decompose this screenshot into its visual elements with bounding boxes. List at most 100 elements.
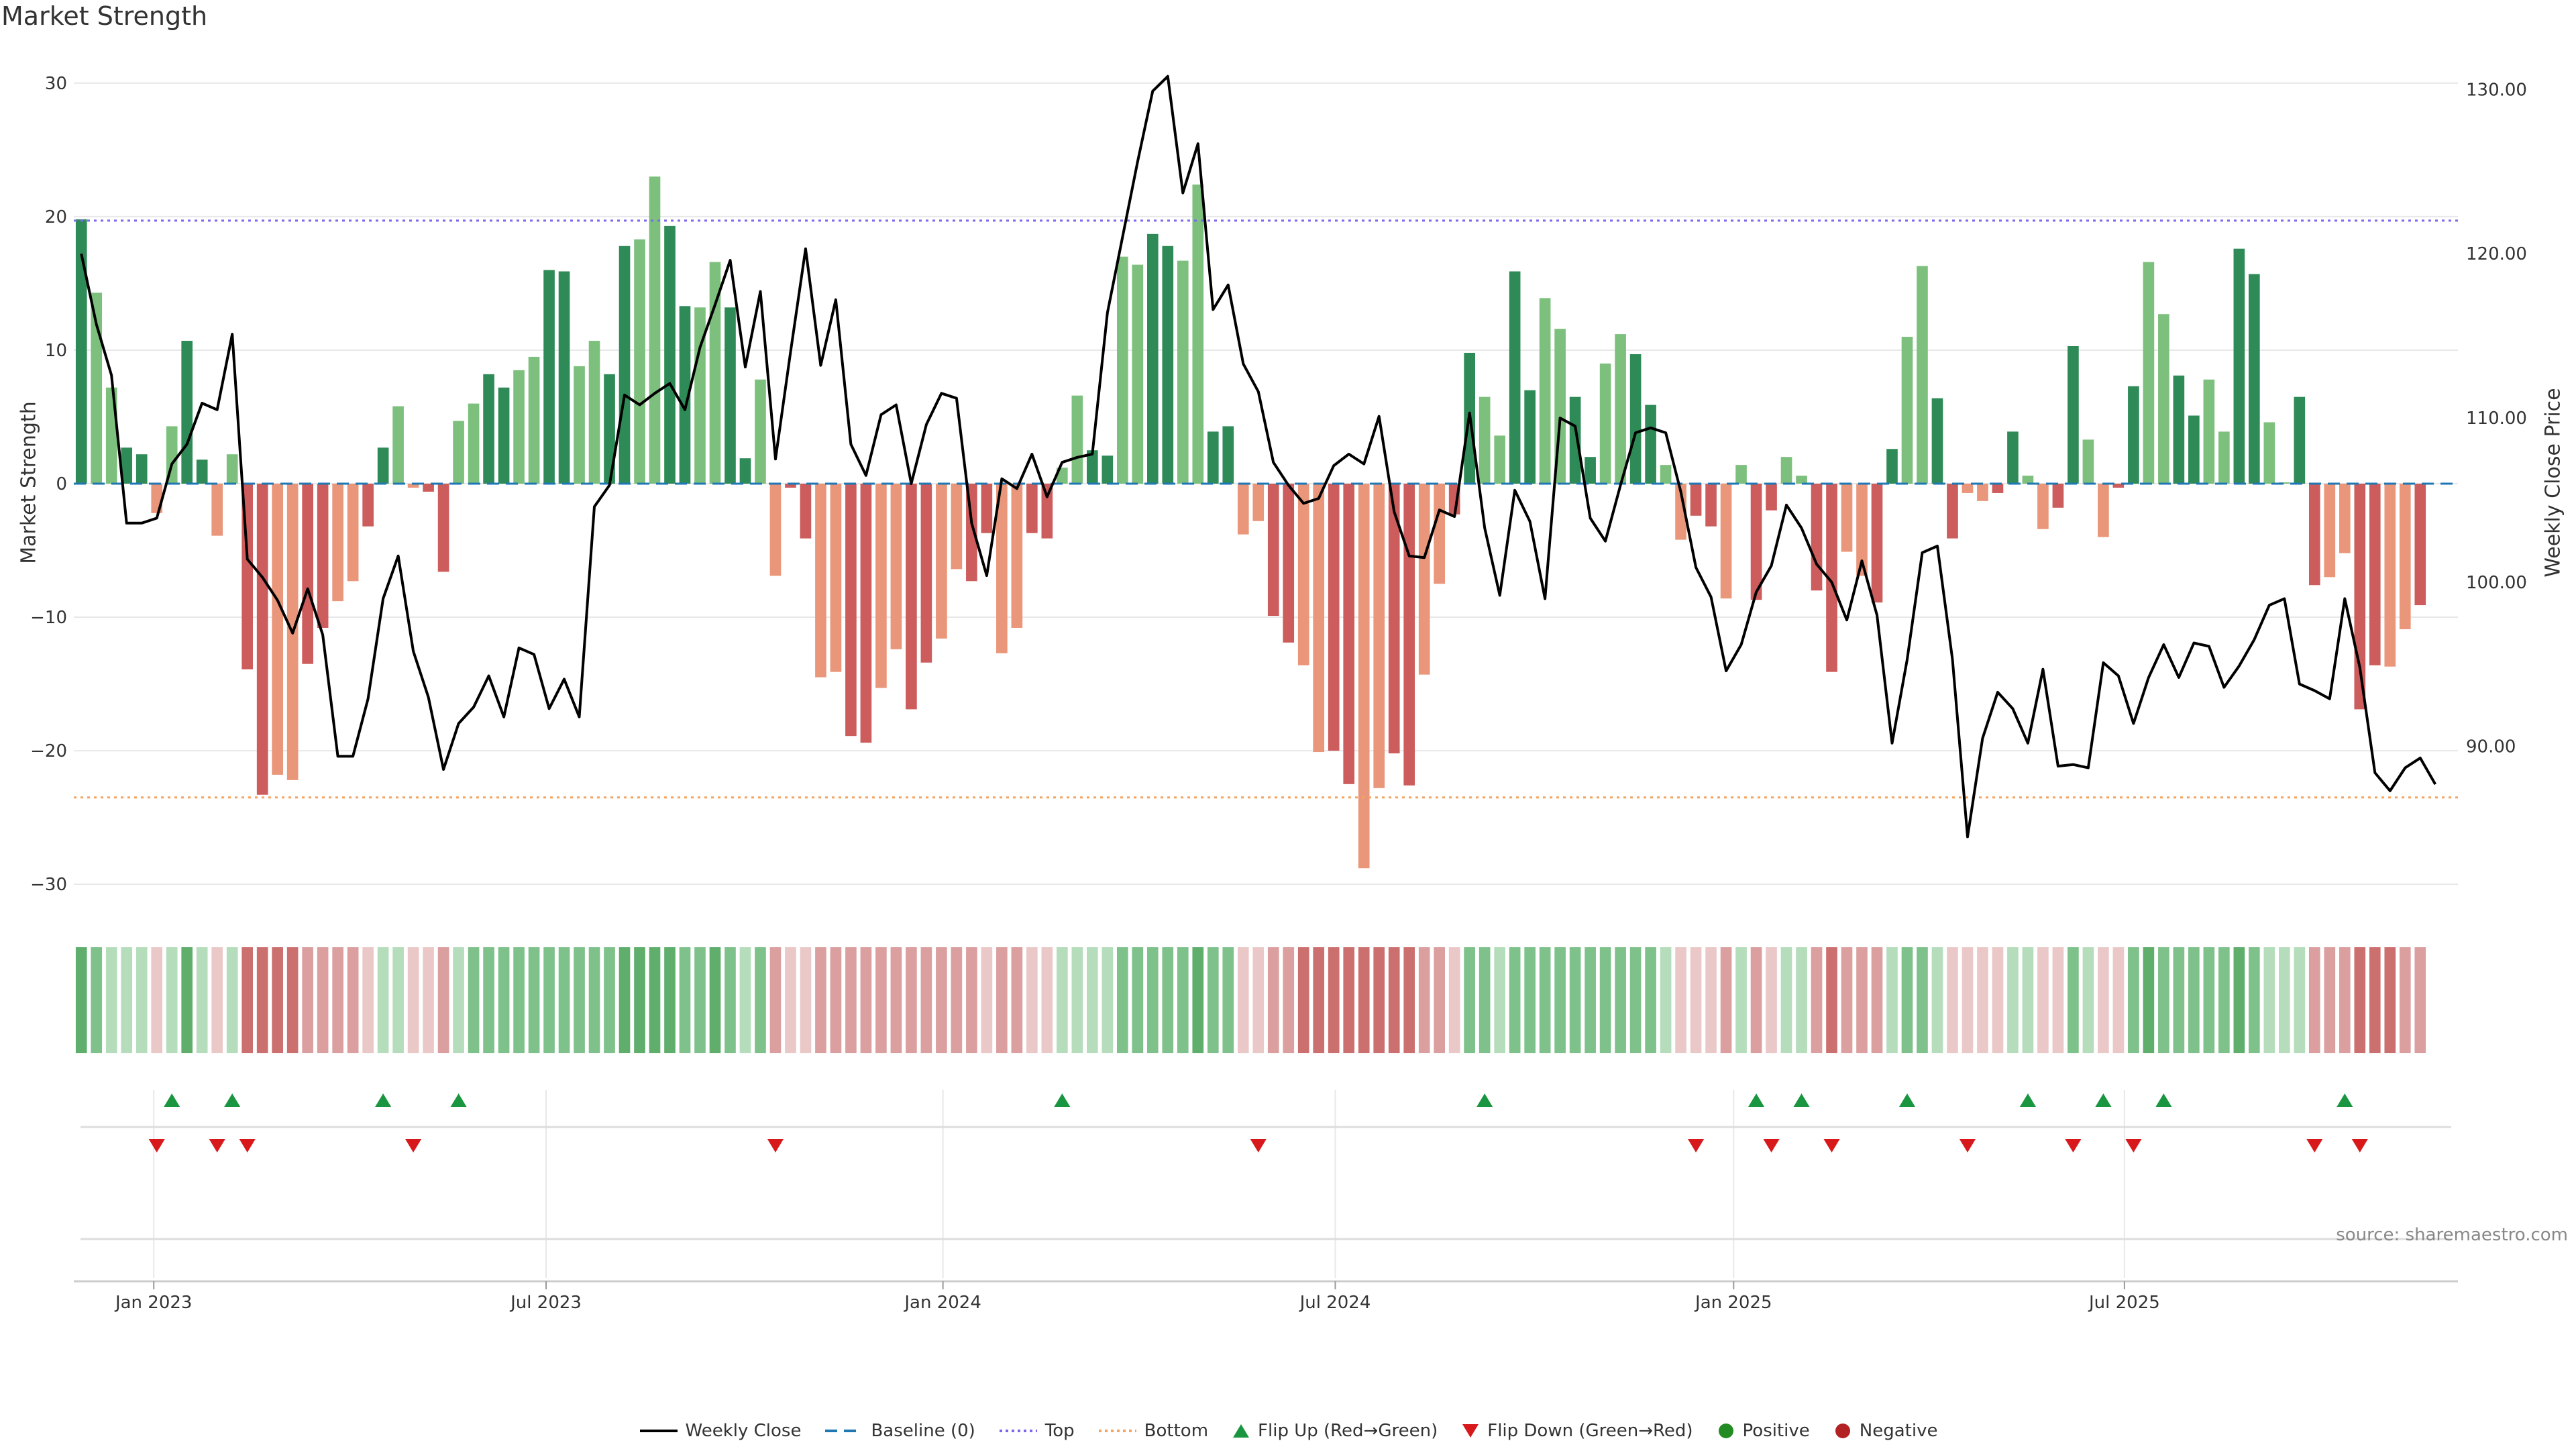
strength-bar bbox=[2399, 484, 2411, 629]
strength-bar bbox=[981, 484, 993, 533]
flip-up-marker bbox=[2095, 1093, 2112, 1107]
strength-bar bbox=[1343, 484, 1355, 784]
strength-bar bbox=[2052, 484, 2064, 508]
heat-cell bbox=[437, 947, 449, 1053]
left-tick-label: 0 bbox=[56, 474, 67, 494]
strength-bar bbox=[1403, 484, 1415, 786]
legend-item-bottom: Bottom bbox=[1097, 1421, 1208, 1441]
flip-up-marker bbox=[164, 1093, 180, 1107]
heat-cell bbox=[860, 947, 872, 1053]
strength-bar bbox=[226, 454, 238, 484]
heat-cell bbox=[1057, 947, 1068, 1053]
heat-cell bbox=[2082, 947, 2094, 1053]
strength-bars bbox=[75, 176, 2426, 869]
heat-cell bbox=[906, 947, 917, 1053]
heat-cell bbox=[543, 947, 555, 1053]
strength-bar bbox=[1599, 363, 1611, 484]
heat-cell bbox=[1479, 947, 1491, 1053]
line-icon bbox=[639, 1430, 678, 1432]
heat-cell bbox=[1071, 947, 1083, 1053]
strength-bar bbox=[75, 219, 87, 484]
strength-bar bbox=[1539, 298, 1551, 484]
heat-cell bbox=[1328, 947, 1340, 1053]
strength-bar bbox=[256, 484, 268, 795]
strength-bar bbox=[2068, 345, 2079, 484]
heat-cell bbox=[423, 947, 434, 1053]
strength-bar bbox=[1494, 435, 1505, 484]
heat-cell bbox=[709, 947, 721, 1053]
strength-bar bbox=[1675, 484, 1686, 540]
strength-bar bbox=[437, 484, 449, 572]
heat-cell bbox=[1811, 947, 1823, 1053]
strength-bar bbox=[1283, 484, 1295, 643]
strength-bar bbox=[649, 176, 661, 484]
heat-cell bbox=[1750, 947, 1762, 1053]
strength-bar bbox=[1071, 395, 1083, 484]
right-tick-label: 130.00 bbox=[2466, 80, 2527, 100]
strength-bar bbox=[845, 484, 857, 737]
heat-cell bbox=[2052, 947, 2064, 1053]
strength-bar bbox=[604, 374, 615, 484]
heat-cell bbox=[181, 947, 193, 1053]
heat-cell bbox=[483, 947, 494, 1053]
flip-down-marker bbox=[2065, 1139, 2082, 1152]
heat-cell bbox=[2128, 947, 2139, 1053]
heat-cell bbox=[1766, 947, 1777, 1053]
strength-bar bbox=[1146, 233, 1159, 484]
dot-icon bbox=[1718, 1424, 1733, 1438]
heat-cell bbox=[694, 947, 706, 1053]
strength-bar bbox=[302, 484, 313, 664]
legend-item-close: Weekly Close bbox=[639, 1421, 802, 1441]
strength-bar bbox=[634, 239, 645, 484]
left-tick-label: 30 bbox=[45, 74, 67, 94]
heat-cell bbox=[498, 947, 510, 1053]
strength-bar bbox=[619, 246, 631, 484]
heat-cell bbox=[392, 947, 404, 1053]
heat-cell bbox=[2324, 947, 2336, 1053]
heat-cell bbox=[2007, 947, 2019, 1053]
strength-bar bbox=[392, 406, 404, 484]
flip-down-marker bbox=[1250, 1139, 1267, 1152]
strength-bar bbox=[1162, 246, 1174, 484]
heat-cell bbox=[1690, 947, 1702, 1053]
heat-cell bbox=[1313, 947, 1325, 1053]
strength-bar bbox=[1192, 184, 1204, 484]
heat-cell bbox=[2173, 947, 2185, 1053]
legend-label: Bottom bbox=[1144, 1421, 1209, 1441]
strength-bar bbox=[1207, 431, 1219, 484]
heat-cell bbox=[1494, 947, 1505, 1053]
reference-lines bbox=[74, 219, 2458, 799]
heat-cell bbox=[2384, 947, 2396, 1053]
flip-markers bbox=[80, 1093, 2451, 1240]
heat-cell bbox=[105, 947, 117, 1053]
legend-item-negative_dot: Negative bbox=[1833, 1421, 1937, 1441]
heat-cell bbox=[286, 947, 299, 1053]
heat-cell bbox=[2263, 947, 2275, 1053]
heat-cell bbox=[407, 947, 419, 1053]
strength-bar bbox=[423, 484, 434, 492]
strength-bar bbox=[91, 292, 103, 484]
heat-cell bbox=[1675, 947, 1686, 1053]
strength-bar bbox=[1871, 484, 1883, 603]
strength-bar bbox=[1041, 484, 1053, 539]
strength-bar bbox=[2173, 375, 2185, 484]
strength-bar bbox=[1358, 484, 1370, 869]
heat-cell bbox=[2068, 947, 2079, 1053]
heat-cell bbox=[2354, 947, 2366, 1053]
strength-bar bbox=[528, 356, 540, 484]
heat-cell bbox=[1434, 947, 1445, 1053]
strength-bar bbox=[317, 484, 329, 628]
heat-cell bbox=[1146, 947, 1159, 1053]
strength-bar bbox=[1962, 484, 1974, 493]
strength-bar bbox=[1267, 484, 1279, 616]
heat-cell bbox=[769, 947, 782, 1053]
heat-cell bbox=[1509, 947, 1521, 1053]
heat-cell bbox=[1992, 947, 2004, 1053]
legend-label: Weekly Close bbox=[685, 1421, 802, 1441]
chart-legend: Weekly Close Baseline (0) Top Bottom Flip Up… bbox=[0, 1421, 2576, 1441]
strength-bar bbox=[1252, 484, 1265, 521]
strength-bar bbox=[347, 484, 359, 582]
strength-bar bbox=[483, 374, 494, 484]
heat-cell bbox=[1629, 947, 1642, 1053]
